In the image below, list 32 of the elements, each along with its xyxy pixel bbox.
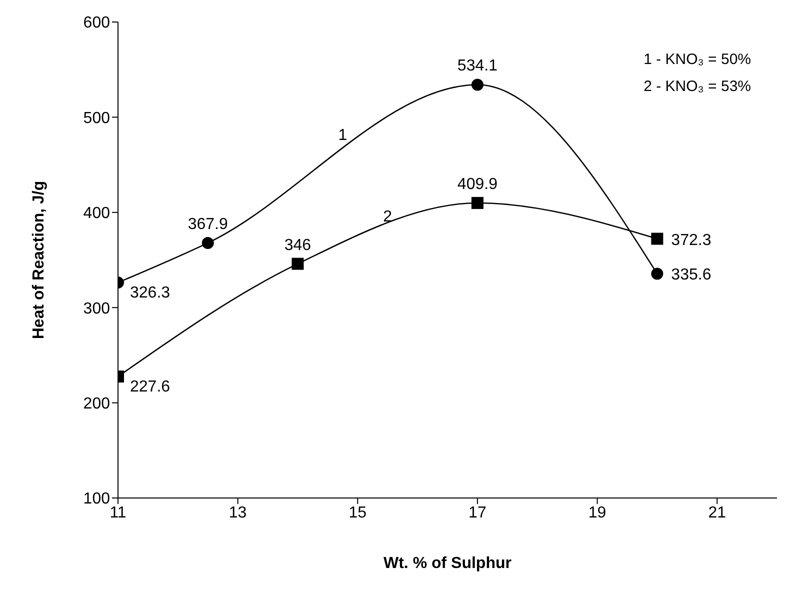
data-label: 335.6 bbox=[671, 266, 712, 284]
x-tick-label: 13 bbox=[228, 504, 247, 522]
point bbox=[651, 268, 664, 280]
y-tick-label: 100 bbox=[83, 490, 110, 508]
data-label: 346 bbox=[284, 236, 312, 254]
point bbox=[292, 258, 304, 270]
x-tick-label: 15 bbox=[348, 504, 367, 522]
data-label: 409.9 bbox=[457, 176, 498, 193]
point bbox=[471, 196, 484, 209]
point bbox=[471, 78, 484, 91]
y-tick-label: 600 bbox=[83, 14, 110, 32]
annotation: 1 - KNO₃ = 50% bbox=[644, 50, 751, 70]
data-label: 367.9 bbox=[188, 216, 228, 233]
y-tick-label: 400 bbox=[83, 205, 110, 222]
data-label: 326.3 bbox=[130, 284, 170, 302]
data-label: 372.3 bbox=[671, 232, 712, 249]
x-tick-label: 11 bbox=[110, 504, 126, 522]
y-tick-label: 200 bbox=[83, 395, 110, 412]
x-tick-label: 21 bbox=[708, 504, 726, 522]
series-label: 1 bbox=[338, 126, 348, 144]
x-axis-title: Wt. % of Sulphur bbox=[384, 555, 512, 572]
y-tick-label: 300 bbox=[83, 300, 110, 318]
x-tick-label: 19 bbox=[588, 504, 606, 522]
data-label: 534.1 bbox=[457, 58, 498, 75]
y-tick-label: 500 bbox=[83, 110, 110, 127]
point bbox=[202, 236, 214, 249]
annotation: 2 - KNO₃ = 53% bbox=[644, 77, 751, 97]
point bbox=[651, 232, 664, 245]
x-tick-label: 17 bbox=[468, 504, 486, 522]
y-axis-title: Heat of Reaction, J/g bbox=[30, 180, 48, 340]
data-label: 227.6 bbox=[130, 378, 170, 396]
series-label: 2 bbox=[383, 208, 392, 226]
